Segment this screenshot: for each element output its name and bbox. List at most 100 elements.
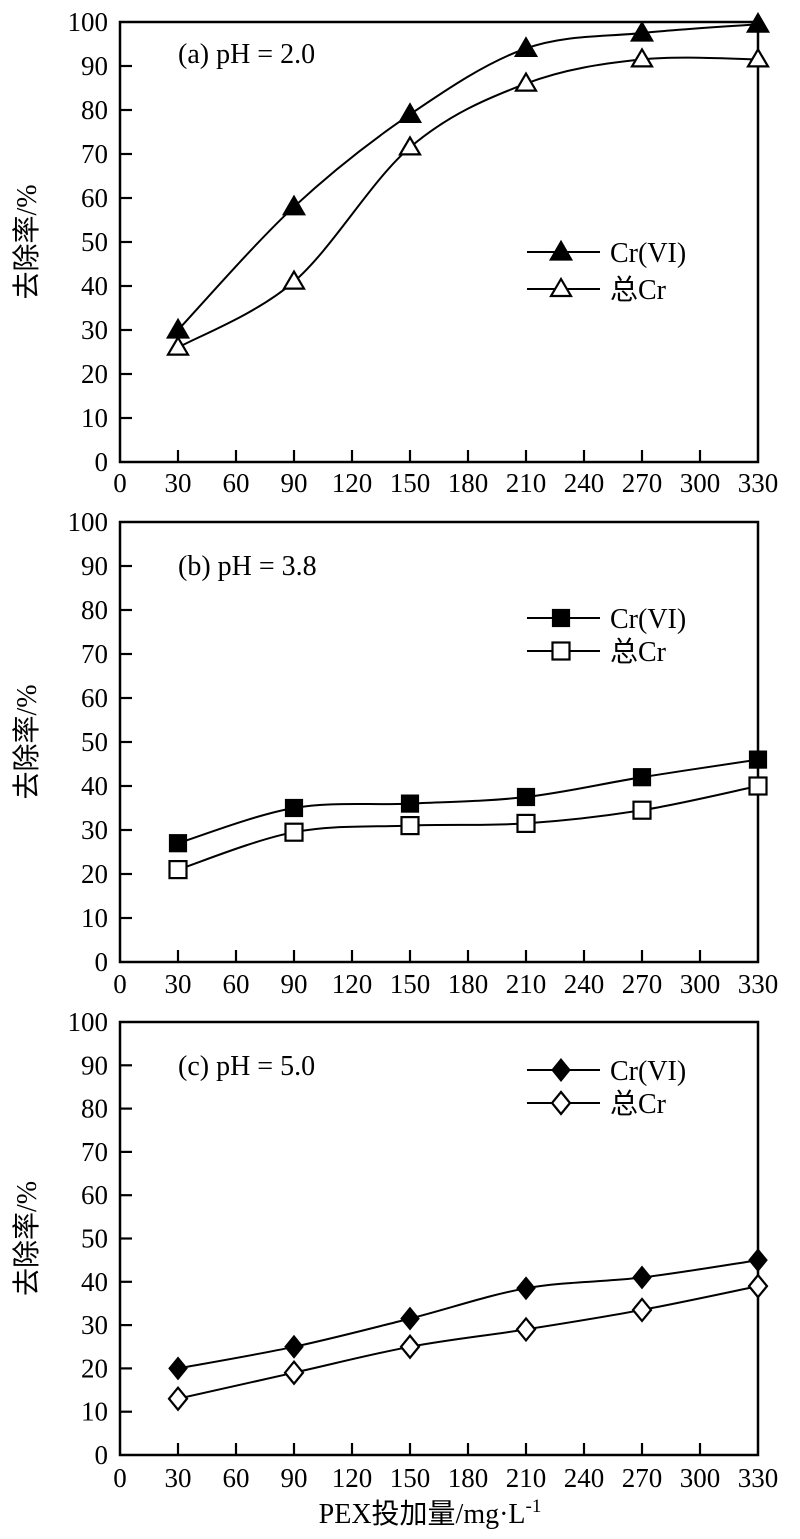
y-tick-label: 0	[95, 947, 109, 977]
marker-diamond-filled-legend-cr-vi	[551, 1058, 571, 1082]
marker-square-open-total-cr	[168, 860, 188, 880]
chart-panel-c-container: 0 30 60 90 120 150 180 210 240 270 300 330 0 10 20 30 40…	[0, 1010, 800, 1539]
x-tick-label: 30	[165, 468, 192, 498]
y-tick-label: 10	[81, 1397, 108, 1427]
marker-diamond-open-total-cr	[167, 1385, 189, 1412]
marker-square-filled-legend-cr-vi	[551, 608, 571, 628]
y-tick-label: 90	[81, 1050, 108, 1080]
y-tick-label: 60	[81, 1180, 108, 1210]
marker-square-filled-cr-vi	[400, 794, 420, 813]
y-tick-label: 80	[81, 1094, 108, 1124]
x-tick-label: 270	[622, 1463, 663, 1493]
chart-panel-b: 0 30 60 90 120 150 180 210 240 270 300 330 0 10 20 30 40…	[11, 510, 779, 999]
marker-triangle-filled-legend-cr-vi	[548, 239, 574, 261]
marker-triangle-open-total-cr	[282, 269, 306, 290]
y-tick-label: 70	[81, 139, 108, 169]
marker-diamond-filled-cr-vi	[168, 1356, 188, 1381]
y-tick-label: 40	[81, 271, 108, 301]
y-tick-label: 10	[81, 903, 108, 933]
y-tick-label: 20	[81, 359, 108, 389]
y-tick-label: 30	[81, 815, 108, 845]
marker-triangle-open-total-cr	[398, 135, 422, 156]
legend-label-cr-vi: Cr(VI)	[610, 1056, 686, 1087]
x-tick-label: 180	[448, 969, 489, 999]
marker-triangle-open-total-cr	[514, 71, 538, 92]
x-tick-label: 0	[113, 969, 127, 999]
panel-title: (b) pH = 3.8	[178, 551, 317, 582]
y-tick-label: 60	[81, 683, 108, 713]
y-tick-label: 70	[81, 1137, 108, 1167]
x-tick-label: 300	[680, 1463, 721, 1493]
legend-label-total-cr: 总Cr	[610, 1088, 667, 1120]
marker-triangle-open-total-cr	[746, 47, 770, 68]
marker-diamond-open-total-cr	[283, 1359, 305, 1386]
marker-square-open-total-cr	[748, 776, 768, 796]
x-tick-label: 60	[223, 969, 250, 999]
x-tick-label: 330	[738, 468, 779, 498]
marker-square-filled-cr-vi	[516, 787, 536, 807]
x-tick-label: 150	[390, 969, 431, 999]
marker-square-open-total-cr	[400, 816, 420, 836]
marker-triangle-filled-cr-vi	[397, 102, 423, 124]
x-tick-label: 90	[281, 1463, 308, 1493]
x-tick-label: 330	[738, 969, 779, 999]
x-tick-label: 60	[223, 468, 250, 498]
marker-diamond-filled-cr-vi	[516, 1276, 536, 1301]
marker-square-filled-cr-vi	[632, 768, 652, 787]
y-axis-label: 去除率/%	[11, 184, 43, 299]
y-tick-label: 80	[81, 95, 108, 125]
x-tick-label: 120	[332, 1463, 373, 1493]
y-tick-label: 70	[81, 639, 108, 669]
marker-diamond-open-total-cr	[399, 1334, 421, 1360]
y-tick-label: 10	[81, 403, 108, 433]
series-line-cr-vi	[177, 758, 759, 845]
x-tick-label: 0	[113, 468, 127, 498]
marker-diamond-open-legend-total-cr	[550, 1090, 572, 1116]
marker-square-open-legend-total-cr	[551, 641, 571, 661]
y-tick-label: 90	[81, 551, 108, 581]
x-tick-label: 240	[564, 969, 605, 999]
chart-panel-a-container: 0 30 60 90 120 150 180 210 240 270 300 330 0 10 20 30 40…	[0, 0, 800, 510]
y-tick-label: 50	[81, 727, 108, 757]
marker-diamond-open-total-cr	[631, 1297, 653, 1323]
marker-square-filled-cr-vi	[748, 750, 768, 769]
y-tick-label: 100	[68, 7, 109, 37]
series-line-total-cr	[177, 56, 759, 349]
marker-triangle-filled-cr-vi	[281, 194, 307, 216]
y-tick-label: 50	[81, 227, 108, 257]
y-tick-label: 50	[81, 1224, 108, 1254]
marker-triangle-open-legend-total-cr	[549, 276, 573, 298]
series-line-total-cr	[177, 1285, 759, 1400]
x-tick-label: 210	[506, 1463, 547, 1493]
y-tick-label: 80	[81, 595, 108, 625]
x-tick-label: 240	[564, 468, 605, 498]
x-tick-label: 240	[564, 1463, 605, 1493]
y-axis-label: 去除率/%	[11, 1181, 43, 1296]
y-tick-label: 100	[68, 1010, 109, 1037]
marker-diamond-filled-cr-vi	[400, 1306, 420, 1331]
legend-label-total-cr: 总Cr	[610, 636, 667, 668]
x-tick-label: 300	[680, 969, 721, 999]
marker-square-open-total-cr	[516, 813, 536, 833]
series-line-cr-vi	[177, 1259, 759, 1370]
marker-triangle-open-total-cr	[630, 47, 654, 68]
marker-triangle-filled-cr-vi	[745, 12, 771, 33]
x-tick-label: 300	[680, 468, 721, 498]
x-tick-label: 270	[622, 969, 663, 999]
x-tick-label: 30	[165, 969, 192, 999]
marker-diamond-open-total-cr	[747, 1273, 769, 1299]
series-line-total-cr	[177, 785, 759, 871]
y-tick-label: 30	[81, 315, 108, 345]
marker-diamond-filled-cr-vi	[284, 1334, 304, 1359]
y-tick-label: 40	[81, 771, 108, 801]
legend-label-total-cr: 总Cr	[610, 274, 667, 306]
x-tick-label: 150	[390, 468, 431, 498]
x-tick-label: 180	[448, 468, 489, 498]
y-tick-label: 100	[68, 510, 109, 537]
marker-diamond-open-total-cr	[515, 1316, 537, 1343]
x-tick-label: 270	[622, 468, 663, 498]
y-tick-label: 30	[81, 1310, 108, 1340]
marker-square-open-total-cr	[632, 800, 652, 820]
chart-panel-a: 0 30 60 90 120 150 180 210 240 270 300 330 0 10 20 30 40…	[11, 7, 779, 498]
